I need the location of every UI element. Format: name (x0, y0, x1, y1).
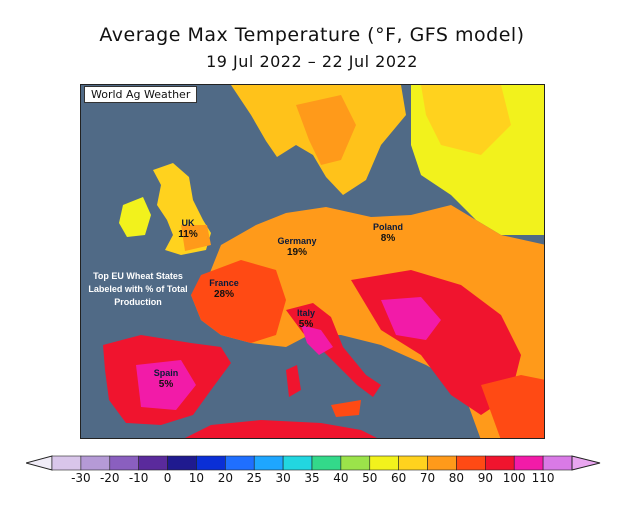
state-share: 11% (178, 229, 198, 240)
colorbar-tick-label: 50 (362, 471, 378, 485)
label-germany: Germany 19% (272, 236, 322, 258)
colorbar-tick-label: -20 (99, 471, 120, 485)
turkey (481, 375, 544, 438)
colorbar-segment (542, 455, 573, 471)
colorbar-segment (311, 455, 342, 471)
colorbar-tick-label: 60 (391, 471, 407, 485)
label-poland: Poland 8% (366, 222, 410, 244)
colorbar-segment (196, 455, 226, 471)
state-share: 28% (213, 289, 234, 300)
balkans-extreme (381, 297, 441, 340)
colorbar-segment (138, 455, 168, 471)
north-africa (185, 420, 377, 438)
map-title: Average Max Temperature (°F, GFS model) (99, 24, 525, 46)
colorbar (26, 455, 601, 471)
temperature-map (80, 84, 545, 439)
colorbar-tick-label: 40 (333, 471, 349, 485)
label-italy: Italy 5% (288, 308, 324, 330)
colorbar-tick-label: 10 (188, 471, 205, 485)
baltic-sea (343, 180, 426, 217)
colorbar-segment (167, 455, 197, 471)
scandinavia-warm (296, 95, 356, 165)
colorbar-segment (369, 455, 399, 471)
colorbar-segment (427, 455, 457, 471)
colorbar-tick-label: 70 (419, 471, 436, 485)
colorbar-ticks: -30 -20 -10 0 10 20 25 30 35 40 50 60 70 80 90 100 110 (0, 471, 624, 487)
colorbar-tick-label: 80 (448, 471, 465, 485)
colorbar-tick-label: 20 (217, 471, 233, 485)
colorbar-segment (80, 455, 111, 471)
colorbar-segment (340, 455, 371, 471)
map-subtitle: 19 Jul 2022 – 22 Jul 2022 (206, 52, 418, 71)
state-share: 8% (380, 233, 396, 244)
colorbar-tick-label: 30 (275, 471, 291, 485)
state-name: Italy (296, 308, 315, 318)
credit-label: World Ag Weather (84, 86, 198, 103)
colorbar-tick-label: 90 (477, 471, 493, 485)
colorbar-tick-label: 35 (304, 471, 320, 485)
state-share: 5% (298, 319, 314, 330)
france (191, 260, 286, 343)
colorbar-segment (513, 455, 544, 471)
state-share: 5% (158, 379, 174, 390)
wheat-note: Top EU Wheat States Labeled with % of To… (88, 271, 188, 307)
colorbar-tick-label: -10 (128, 471, 149, 485)
colorbar-low-arrow (26, 455, 53, 471)
colorbar-segment (253, 455, 284, 471)
colorbar-tick-label: 25 (246, 471, 262, 485)
colorbar-segment (485, 455, 515, 471)
colorbar-tick-label: 110 (531, 471, 555, 485)
colorbar-segment (225, 455, 255, 471)
state-name: UK (181, 218, 195, 228)
colorbar-segment (398, 455, 428, 471)
colorbar-tick-label: -30 (71, 471, 91, 485)
colorbar-tick-label: 0 (163, 471, 172, 485)
colorbar-segment (456, 455, 486, 471)
state-name: Germany (277, 236, 317, 246)
label-france: France 28% (202, 278, 246, 300)
state-name: France (209, 278, 239, 288)
state-name: Spain (153, 368, 179, 378)
label-uk: UK 11% (168, 218, 208, 240)
ireland (119, 197, 151, 237)
state-name: Poland (372, 222, 403, 232)
italy (286, 303, 381, 397)
colorbar-tick-label: 100 (502, 471, 526, 485)
uk-warm (181, 225, 211, 251)
label-spain: Spain 5% (146, 368, 186, 390)
northeast-orange (421, 85, 511, 155)
state-share: 19% (286, 247, 307, 258)
sicily (331, 400, 361, 417)
italy-pink (301, 325, 333, 355)
sardinia (286, 365, 301, 397)
colorbar-segment (109, 455, 139, 471)
colorbar-segment (51, 455, 82, 471)
colorbar-high-arrow (571, 455, 601, 471)
iberia-extreme (136, 360, 196, 410)
colorbar-segment (282, 455, 313, 471)
map-graphic (81, 85, 544, 438)
